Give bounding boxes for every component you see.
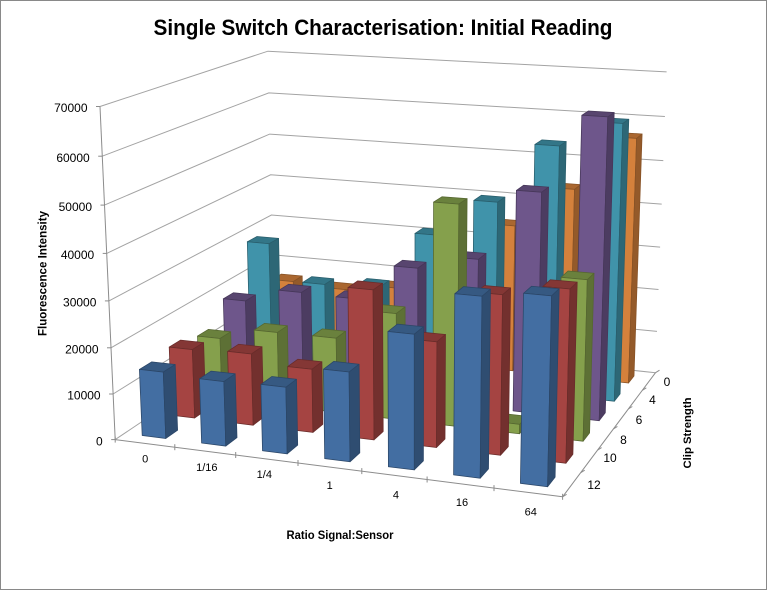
svg-text:Single Switch Characterisation: Single Switch Characterisation: Initial … <box>154 15 613 40</box>
svg-text:1/4: 1/4 <box>257 469 272 481</box>
svg-text:30000: 30000 <box>63 296 97 310</box>
svg-text:6: 6 <box>636 413 643 427</box>
svg-text:Ratio Signal:Sensor: Ratio Signal:Sensor <box>287 530 394 542</box>
svg-text:60000: 60000 <box>56 151 90 165</box>
svg-text:10000: 10000 <box>67 389 101 403</box>
svg-text:0: 0 <box>664 375 671 389</box>
svg-text:12: 12 <box>587 478 601 492</box>
svg-text:40000: 40000 <box>61 248 95 262</box>
svg-text:Fluorescence Intensity: Fluorescence Intensity <box>38 210 50 336</box>
svg-text:70000: 70000 <box>54 101 88 115</box>
svg-text:10: 10 <box>603 451 617 465</box>
svg-text:8: 8 <box>620 433 627 447</box>
svg-text:0: 0 <box>96 434 103 448</box>
svg-text:16: 16 <box>456 497 468 509</box>
svg-text:1: 1 <box>327 480 333 492</box>
svg-text:50000: 50000 <box>59 200 93 214</box>
svg-text:64: 64 <box>525 506 537 518</box>
svg-text:20000: 20000 <box>65 343 99 357</box>
svg-text:Clip Strength: Clip Strength <box>682 397 694 468</box>
svg-text:1/16: 1/16 <box>196 462 217 474</box>
svg-text:0: 0 <box>142 454 148 466</box>
svg-text:4: 4 <box>649 393 656 407</box>
svg-text:4: 4 <box>393 490 399 502</box>
